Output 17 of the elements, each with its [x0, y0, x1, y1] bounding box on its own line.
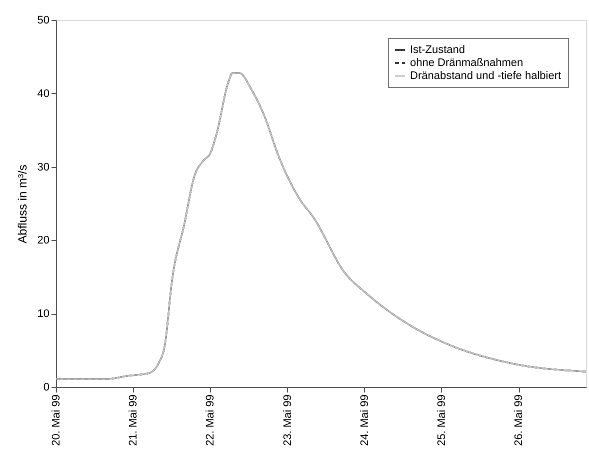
y-tick-label: 30	[37, 161, 50, 174]
legend-label: Ist-Zustand	[410, 44, 466, 56]
y-tick-label: 0	[43, 382, 50, 394]
y-tick-label: 20	[37, 234, 50, 247]
x-tick-label: 21. Mai 99	[128, 394, 140, 446]
legend-label: Dränabstand und -tiefe halbiert	[410, 70, 562, 82]
x-tick-label: 25. Mai 99	[436, 394, 448, 446]
y-tick-label: 50	[37, 14, 50, 26]
x-tick-label: 26. Mai 99	[513, 394, 526, 446]
x-tick-label: 22. Mai 99	[204, 394, 217, 446]
x-tick-label: 23. Mai 99	[282, 394, 294, 446]
x-tick-label: 24. Mai 99	[358, 394, 371, 446]
y-axis-title: Abfluss in m³/s	[15, 164, 30, 244]
legend-label: ohne Dränmaßnahmen	[410, 57, 524, 69]
y-tick-label: 10	[37, 308, 50, 320]
y-tick-label: 40	[37, 88, 50, 100]
x-tick-label: 20. Mai 99	[50, 394, 62, 446]
